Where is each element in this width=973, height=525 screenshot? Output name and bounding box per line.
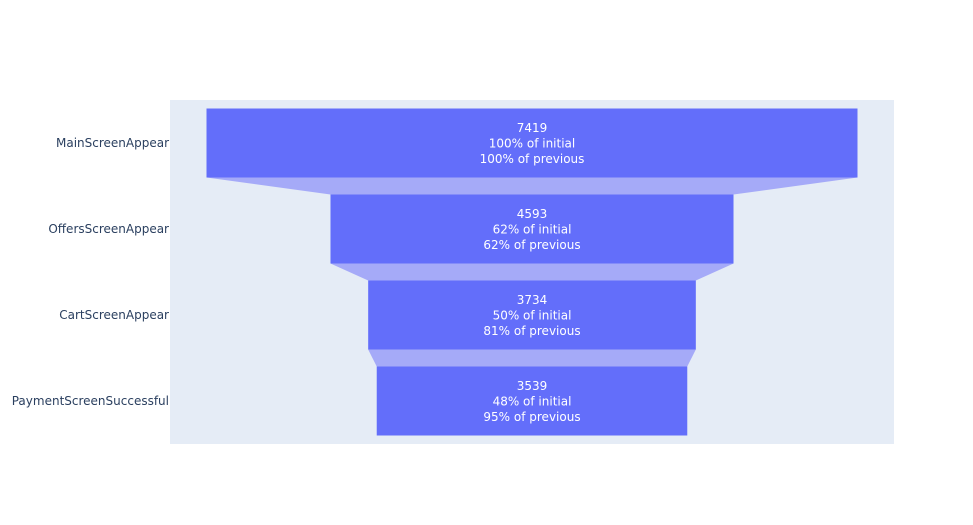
- bar-data-label: 4593 62% of initial 62% of previous: [483, 207, 580, 252]
- funnel-bar[interactable]: [376, 366, 688, 436]
- y-tick-label: OffersScreenAppear: [48, 222, 169, 236]
- bar-data-label: 7419 100% of initial 100% of previous: [480, 121, 585, 166]
- funnel-connector: [368, 349, 696, 367]
- funnel-bars: 7419 100% of initial 100% of previous 4593 6…: [206, 108, 858, 436]
- funnel-connector: [330, 263, 734, 281]
- bar-data-label: 3539 48% of initial 95% of previous: [483, 379, 580, 424]
- funnel-bar[interactable]: [330, 194, 734, 264]
- funnel-connectors: [206, 177, 858, 367]
- y-tick-label: MainScreenAppear: [56, 136, 169, 150]
- funnel-connector: [206, 177, 858, 195]
- bar-data-label: 3734 50% of initial 81% of previous: [483, 293, 580, 338]
- y-tick-label: PaymentScreenSuccessful: [12, 394, 169, 408]
- y-axis-tick-labels: MainScreenAppear OffersScreenAppear CartSc…: [12, 136, 169, 408]
- funnel-bar[interactable]: [368, 280, 696, 350]
- y-tick-label: CartScreenAppear: [59, 308, 169, 322]
- funnel-bar[interactable]: [206, 108, 858, 178]
